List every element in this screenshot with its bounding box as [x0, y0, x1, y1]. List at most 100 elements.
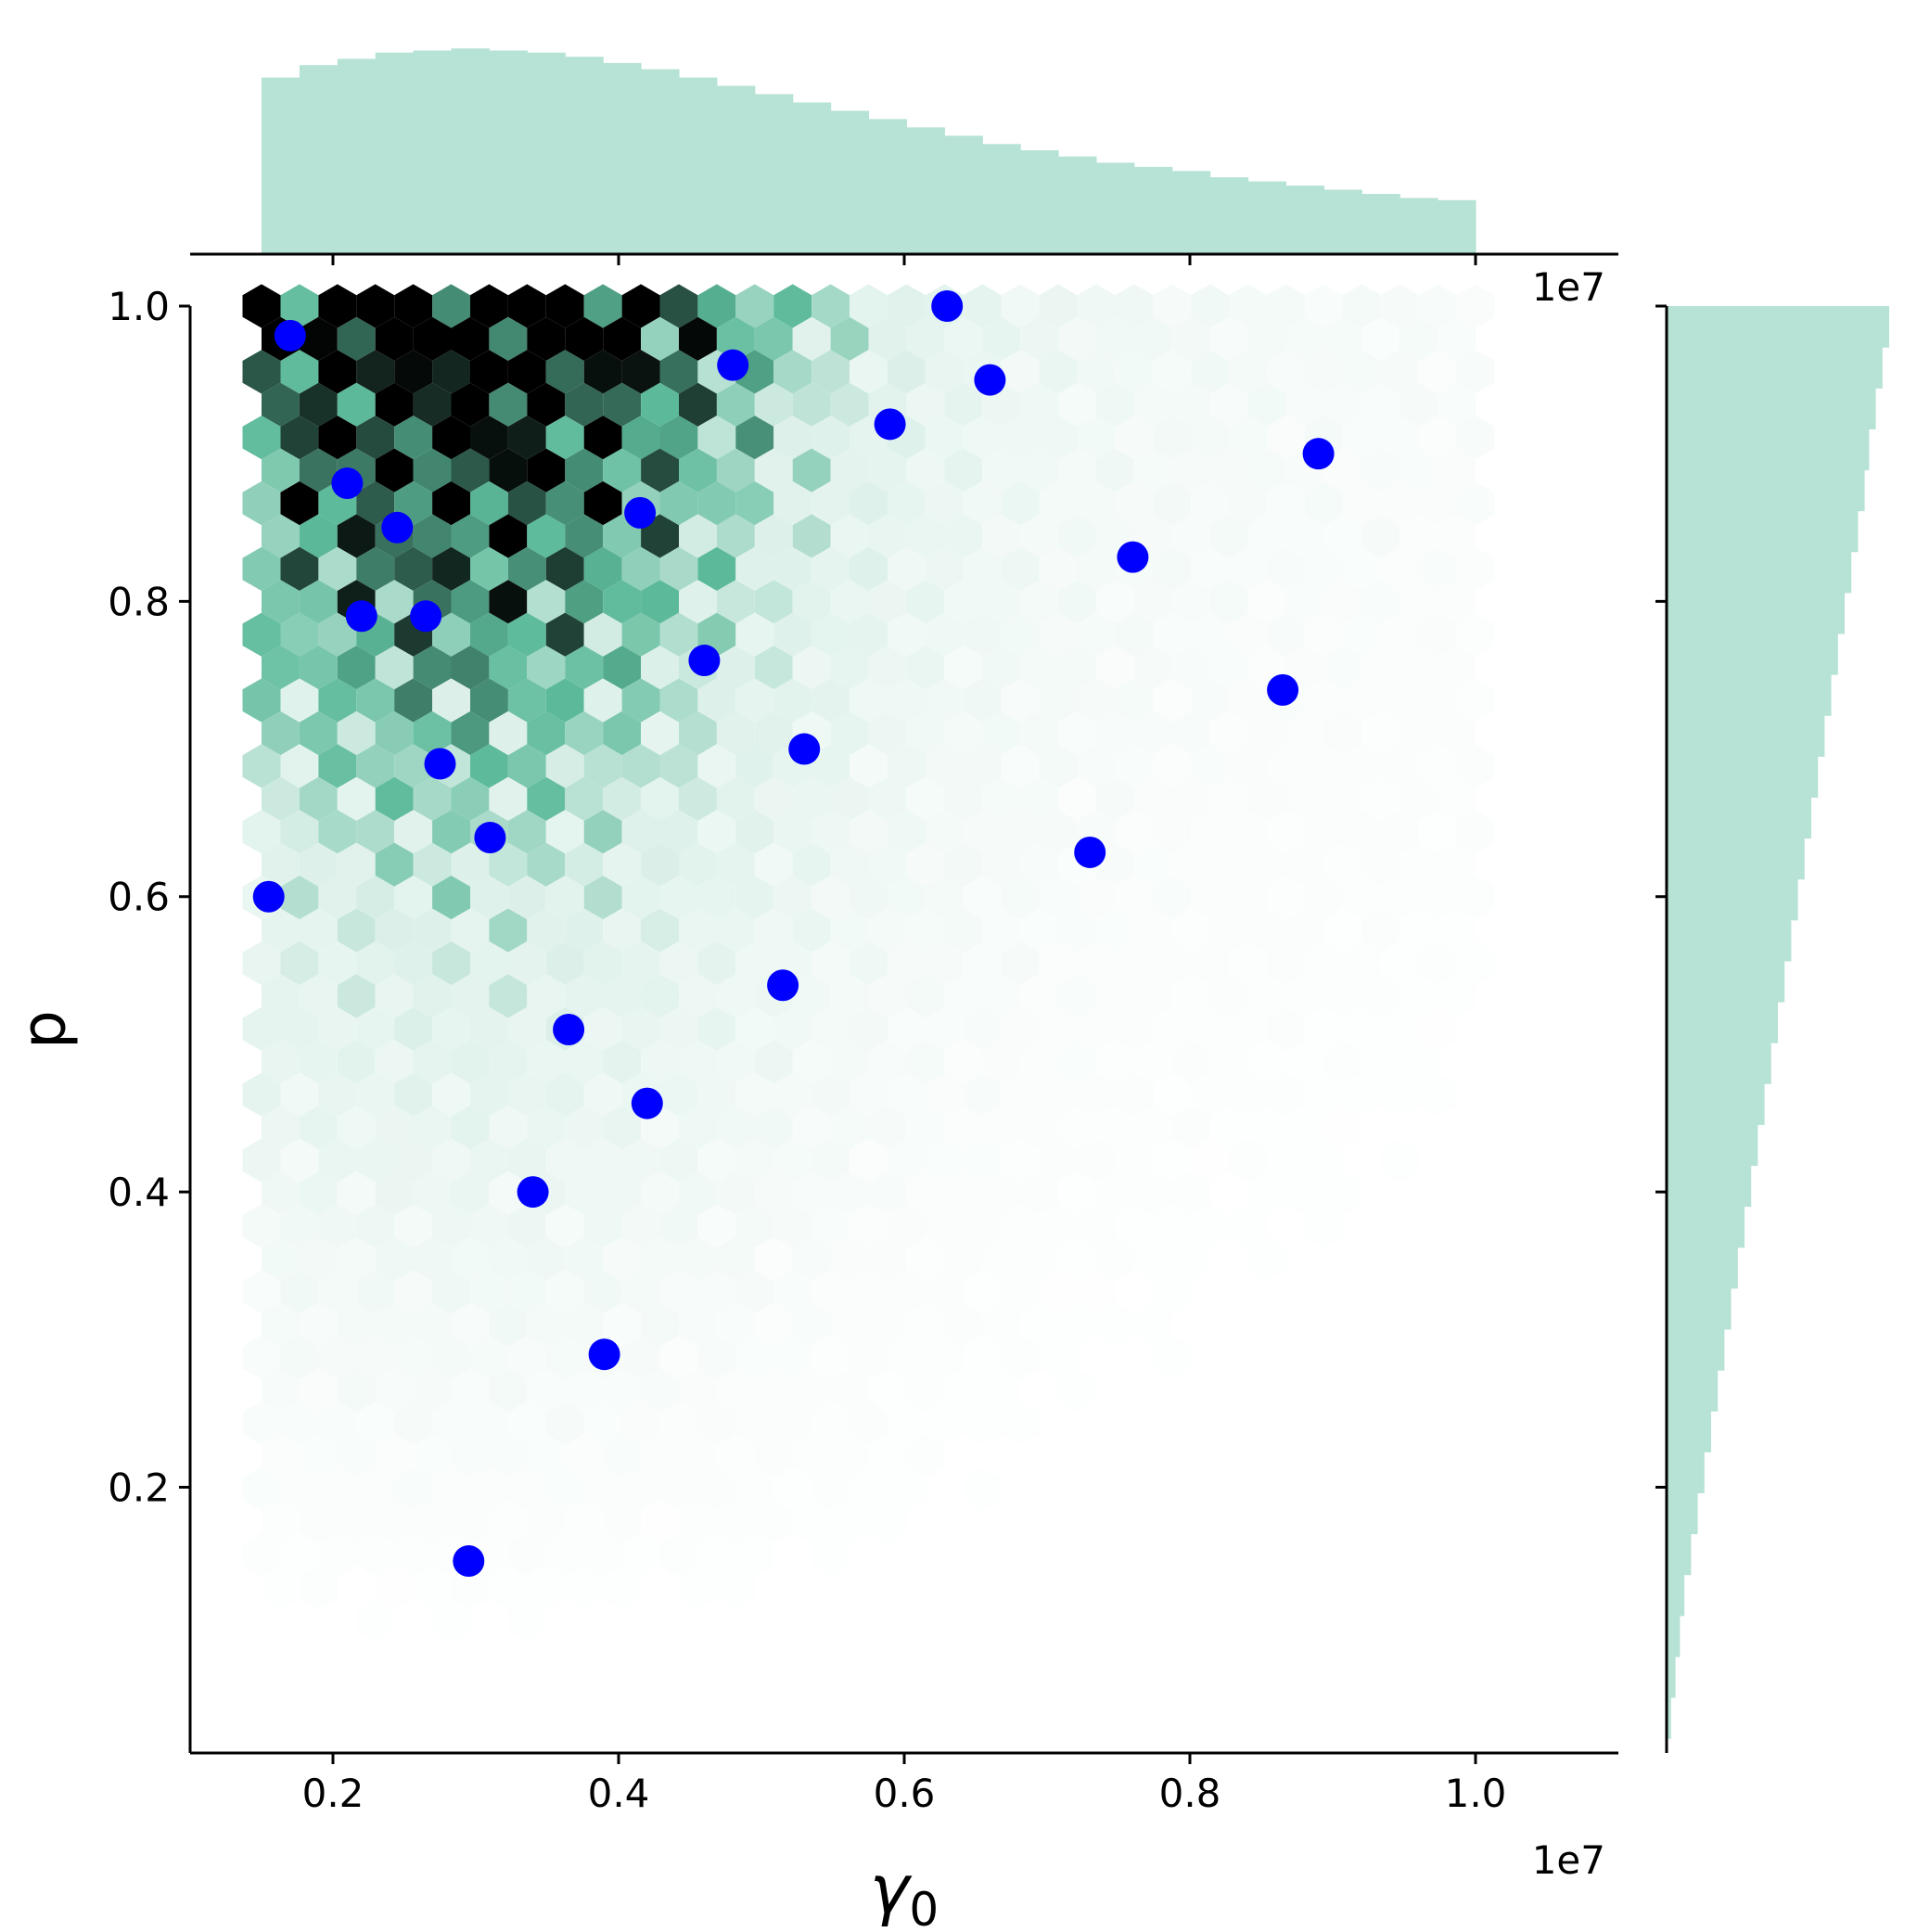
hexbin-cell — [583, 678, 622, 723]
y-histogram-bar — [1667, 1656, 1676, 1698]
hexbin-cell — [1133, 842, 1172, 887]
hexbin-cell — [735, 1072, 774, 1117]
hexbin-cell — [583, 810, 622, 854]
hexbin-cell — [280, 1072, 319, 1117]
hexbin-cell — [432, 940, 470, 986]
hexbin-cell — [1247, 1040, 1286, 1084]
hexbin-cell — [906, 1106, 945, 1150]
hexbin-cell — [299, 1236, 338, 1281]
hexbin-cell — [318, 350, 357, 394]
hexbin-cell — [1058, 1106, 1096, 1150]
hexbin-cell — [735, 480, 774, 526]
y-histogram-bar — [1667, 1615, 1681, 1657]
hexbin-cell — [1285, 1040, 1324, 1084]
hexbin-cell — [1361, 316, 1400, 361]
hexbin-cell — [1342, 284, 1381, 328]
hexbin-cell — [754, 514, 793, 558]
hexbin-cell — [470, 1204, 508, 1248]
hexbin-cell — [1267, 1072, 1305, 1117]
x-histogram-bar — [1133, 166, 1173, 254]
hexbin-cell — [850, 876, 888, 920]
hexbin-cell — [792, 908, 831, 953]
hexbin-cell — [830, 710, 869, 756]
hexbin-cell — [754, 842, 793, 887]
hexbin-cell — [925, 480, 964, 526]
hexbin-cell — [754, 710, 793, 756]
hexbin-cell — [1077, 744, 1116, 788]
hexbin-cell — [812, 480, 850, 526]
hexbin-cell — [1115, 416, 1154, 460]
y-histogram-bar — [1667, 633, 1838, 675]
hexbin-cell — [773, 1336, 812, 1380]
hexbin-cell — [565, 1566, 604, 1610]
hexbin-cell — [583, 1270, 622, 1314]
hexbin-cell — [413, 1500, 452, 1544]
hexbin-cell — [1153, 416, 1192, 460]
hexbin-cell — [1020, 448, 1058, 493]
hexbin-cell — [489, 1566, 528, 1610]
hexbin-cell — [1133, 448, 1172, 493]
hexbin-cell — [356, 810, 395, 854]
x-histogram-bar — [603, 62, 642, 254]
hexbin-cell — [1380, 416, 1419, 460]
hexbin-cell — [242, 284, 281, 328]
x-histogram-bar — [868, 119, 908, 254]
hexbin-cell — [262, 1106, 300, 1150]
hexbin-cell — [394, 810, 433, 854]
hexbin-cell — [697, 480, 736, 526]
hexbin-cell — [489, 776, 528, 821]
hexbin-cell — [1229, 612, 1267, 657]
hexbin-cell — [1399, 710, 1438, 756]
x-histogram-bar — [1399, 198, 1438, 254]
hexbin-cell — [1191, 546, 1230, 591]
hexbin-cell — [830, 646, 869, 690]
hexbin-cell — [641, 448, 679, 493]
hexbin-cell — [489, 1302, 528, 1347]
hexbin-cell — [356, 1466, 395, 1511]
hexbin-cell — [812, 940, 850, 986]
hexbin-cell — [1058, 316, 1096, 361]
hexbin-cell — [507, 940, 546, 986]
hexbin-cell — [413, 842, 452, 887]
hexbin-cell — [659, 350, 698, 394]
hexbin-cell — [850, 1336, 888, 1380]
x-axis-label: γ0 — [870, 1850, 939, 1927]
hexbin-cell — [888, 350, 926, 394]
hexbin-cell — [792, 1500, 831, 1544]
hexbin-cell — [356, 1072, 395, 1117]
hexbin-cell — [1058, 382, 1096, 427]
hexbin-cell — [1323, 908, 1362, 953]
hexbin-cell — [318, 1270, 357, 1314]
x-histogram-bar — [1285, 186, 1324, 254]
hexbin-cell — [1456, 416, 1495, 460]
hexbin-cell — [812, 1006, 850, 1051]
hexbin-cell — [413, 1171, 452, 1216]
hexbin-cell — [641, 580, 679, 624]
hexbin-cell — [1153, 350, 1192, 394]
hexbin-cell — [1153, 612, 1192, 657]
hexbin-cell — [603, 776, 642, 821]
hexbin-cell — [963, 416, 1002, 460]
hexbin-cell — [1361, 646, 1400, 690]
hexbin-cell — [603, 1171, 642, 1216]
y-tick-label: 0.6 — [108, 875, 170, 920]
hexbin-cell — [659, 744, 698, 788]
hexbin-cell — [792, 448, 831, 493]
hexbin-cell — [470, 612, 508, 657]
hexbin-cell — [432, 876, 470, 920]
hexbin-cell — [318, 612, 357, 657]
scatter-point — [553, 1014, 585, 1045]
hexbin-cell — [792, 974, 831, 1018]
hexbin-cell — [394, 1466, 433, 1511]
scatter-point — [345, 600, 377, 633]
hexbin-cell — [773, 1138, 812, 1183]
hexbin-cell — [527, 776, 566, 821]
x-histogram-bar — [1247, 181, 1287, 254]
hexbin-cell — [1267, 350, 1305, 394]
hexbin-cell — [1304, 940, 1343, 986]
hexbin-cell — [1285, 1171, 1324, 1216]
scatter-point — [410, 600, 442, 633]
hexbin-cell — [1058, 974, 1096, 1018]
hexbin-cell — [545, 1401, 584, 1446]
hexbin-cell — [1171, 1171, 1210, 1216]
